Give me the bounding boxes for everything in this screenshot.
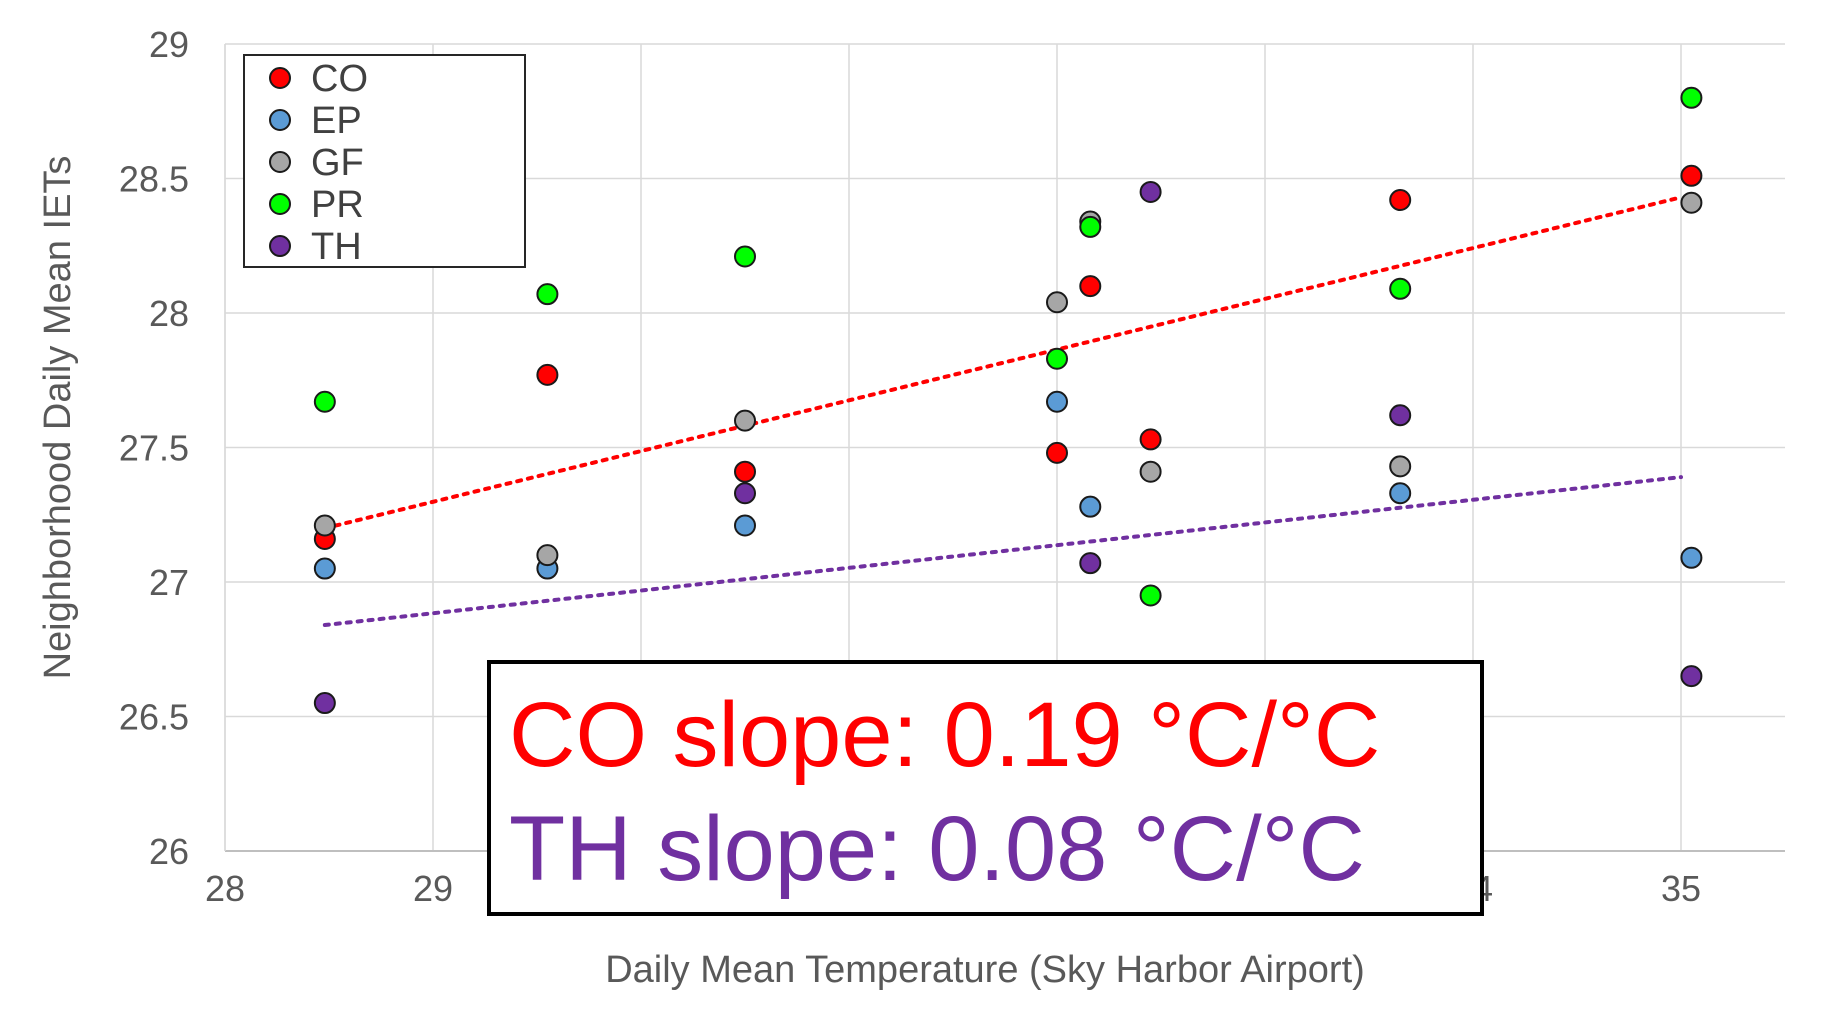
y-tick-label: 28	[149, 293, 189, 334]
point-gf	[1680, 191, 1703, 214]
point-pr	[313, 390, 336, 413]
x-tick-label: 29	[413, 868, 453, 909]
point-pr	[536, 283, 559, 306]
y-tick-label: 29	[149, 24, 189, 65]
x-tick-label: 28	[205, 868, 245, 909]
point-pr	[1389, 277, 1412, 300]
legend-marker-pr	[269, 193, 291, 215]
y-tick-label: 27.5	[119, 428, 189, 469]
point-ep	[734, 514, 756, 537]
legend-marker-co	[269, 67, 291, 89]
point-gf	[1046, 291, 1068, 314]
point-ep	[1079, 495, 1102, 518]
slope-annotation: CO slope: 0.19 °C/°C TH slope: 0.08 °C/°C	[487, 660, 1484, 916]
point-pr	[1139, 584, 1162, 607]
x-axis-title: Daily Mean Temperature (Sky Harbor Airpo…	[605, 949, 1365, 991]
point-co	[536, 363, 559, 386]
legend-label: GF	[311, 142, 364, 184]
legend-marker-th	[269, 235, 291, 257]
point-co	[1079, 275, 1102, 298]
y-tick-label: 26	[149, 831, 189, 872]
point-ep	[313, 557, 336, 580]
point-pr	[1680, 86, 1703, 109]
y-tick-label: 28.5	[119, 159, 189, 200]
point-th	[734, 482, 756, 505]
x-tick-label: 35	[1661, 868, 1701, 909]
legend-label: TH	[311, 226, 362, 268]
annotation-box	[487, 660, 1484, 916]
point-gf	[536, 544, 559, 567]
trendline-th	[322, 475, 1683, 628]
point-th	[1680, 665, 1703, 688]
point-co	[1139, 428, 1162, 451]
annotation-line: CO slope: 0.19 °C/°C	[509, 684, 1380, 786]
point-th	[1389, 404, 1412, 427]
y-tick-label: 26.5	[119, 697, 189, 738]
y-tick-label: 27	[149, 562, 189, 603]
point-ep	[1680, 546, 1703, 569]
legend-marker-ep	[269, 109, 291, 131]
point-ep	[1389, 482, 1412, 505]
legend-label: EP	[311, 100, 362, 142]
point-pr	[1046, 347, 1068, 370]
point-gf	[734, 409, 756, 432]
point-co	[734, 460, 756, 483]
legend-label: PR	[311, 184, 364, 226]
legend-marker-gf	[269, 151, 291, 173]
point-pr	[1079, 215, 1102, 238]
point-co	[1046, 441, 1068, 464]
axis-labels: 2626.52727.52828.5292829303132333435Dail…	[37, 24, 1701, 991]
point-gf	[1389, 455, 1412, 478]
trendlines	[322, 195, 1683, 628]
trendline-co	[322, 195, 1683, 531]
point-ep	[1046, 390, 1068, 413]
point-gf	[1139, 460, 1162, 483]
point-th	[1079, 552, 1102, 575]
point-co	[1389, 189, 1412, 212]
point-gf	[313, 514, 336, 537]
annotation-line: TH slope: 0.08 °C/°C	[509, 798, 1365, 900]
point-th	[1139, 180, 1162, 203]
legend-label: CO	[311, 58, 368, 100]
point-th	[313, 692, 336, 715]
point-co	[1680, 164, 1703, 187]
point-pr	[734, 245, 756, 268]
data-points	[313, 86, 1703, 715]
y-axis-title: Neighborhood Daily Mean IETs	[37, 156, 79, 680]
